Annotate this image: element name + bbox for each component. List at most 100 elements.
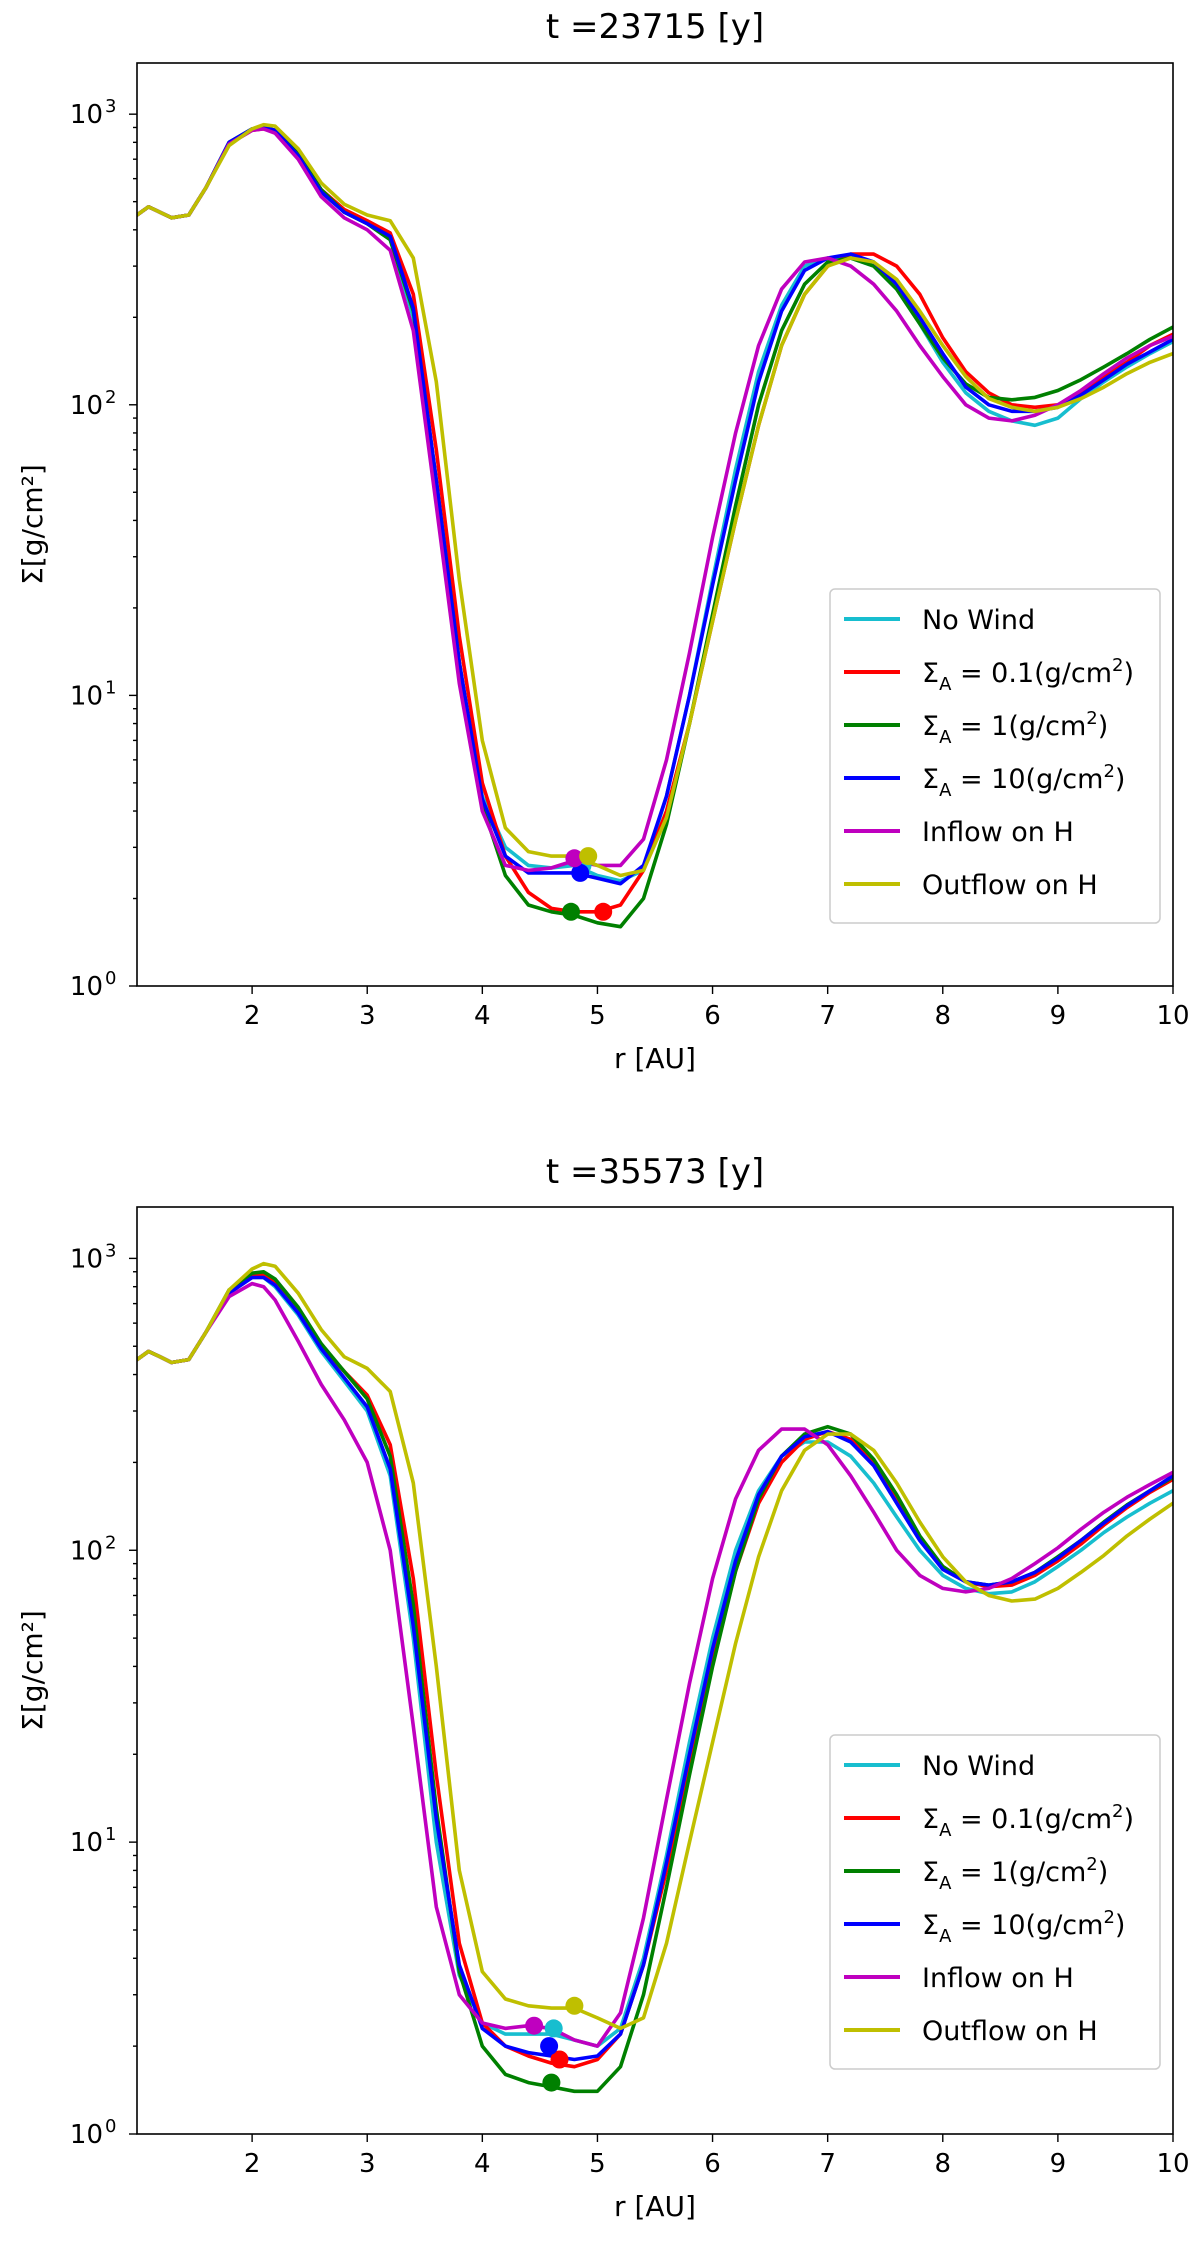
series-line-4 (137, 127, 1173, 873)
series-marker-2 (562, 902, 580, 921)
x-tick-label: 9 (1050, 1001, 1067, 1031)
legend-item: Inflow on H (844, 1963, 1074, 1994)
legend-label-text: = 0.1(g/cm (951, 658, 1112, 689)
y-tick-exponent: 1 (105, 677, 116, 698)
x-axis-label: r [AU] (614, 2190, 696, 2223)
legend-box (829, 1734, 1161, 2070)
legend-label-subscript: A (939, 780, 952, 801)
x-tick-label: 2 (244, 2149, 261, 2179)
legend-label-subscript: A (939, 1873, 952, 1894)
legend-item: Outflow on H (844, 2016, 1098, 2047)
legend-label-close: ) (1124, 1804, 1135, 1835)
y-tick-exponent: 0 (105, 2116, 116, 2137)
x-tick-label: 2 (244, 1001, 261, 1031)
legend-label-text: = 1(g/cm (951, 1857, 1086, 1888)
legend-label: Outflow on H (922, 2016, 1098, 2047)
y-axis-label: Σ[g/cm²] (16, 1610, 49, 1731)
series-marker-2 (542, 2073, 561, 2092)
legend-label-subscript: A (939, 727, 952, 748)
x-tick-label: 9 (1050, 2149, 1067, 2179)
chart-title: t =35573 [y] (546, 1152, 764, 1192)
x-tick-label: 8 (935, 1001, 952, 1031)
legend-label-text: = 10(g/cm (951, 764, 1103, 795)
y-tick-exponent: 3 (105, 1240, 116, 1261)
y-tick-label: 10 (70, 1244, 103, 1274)
y-axis-label: Σ[g/cm²] (16, 464, 49, 585)
y-tick-label: 10 (70, 972, 103, 1002)
legend-label: Inflow on H (922, 1963, 1074, 1994)
x-tick-label: 7 (819, 1001, 836, 1031)
y-tick-label: 10 (70, 2120, 103, 2150)
legend-label-superscript: 2 (1112, 655, 1123, 676)
x-tick-label: 5 (589, 1001, 606, 1031)
x-tick-label: 4 (474, 1001, 491, 1031)
y-tick-label: 10 (70, 391, 103, 421)
x-tick-label: 4 (474, 2149, 491, 2179)
series-marker-5 (579, 847, 598, 866)
legend-label-subscript: A (939, 1820, 952, 1841)
legend-label-main: Σ (922, 1857, 939, 1888)
legend-item: Inflow on H (844, 817, 1074, 848)
legend-item: ΣA = 1(g/cm2) (844, 1854, 1108, 1894)
legend-item: No Wind (844, 1751, 1035, 1782)
legend-label-main: Σ (922, 764, 939, 795)
series-line-3 (137, 1275, 1173, 2062)
legend-label-close: ) (1098, 1857, 1109, 1888)
series-line-5 (137, 122, 1173, 878)
legend-item: ΣA = 10(g/cm2) (844, 761, 1125, 801)
y-tick-exponent: 2 (105, 387, 116, 408)
legend-label-superscript: 2 (1086, 1854, 1097, 1875)
legend-item: ΣA = 0.1(g/cm2) (844, 1801, 1134, 1841)
legend-label-text: = 1(g/cm (951, 711, 1086, 742)
series-marker-4 (525, 2016, 544, 2035)
legend-label-main: Σ (922, 711, 939, 742)
x-tick-label: 5 (589, 2149, 606, 2179)
legend-label-main: Σ (922, 1804, 939, 1835)
legend-label-close: ) (1115, 764, 1126, 795)
legend-label: ΣA = 10(g/cm2) (922, 1907, 1125, 1947)
series-lines (137, 122, 1173, 929)
legend-label: ΣA = 10(g/cm2) (922, 761, 1125, 801)
y-tick-label: 10 (70, 100, 103, 130)
legend-label: No Wind (922, 1751, 1035, 1782)
y-tick-label: 10 (70, 1828, 103, 1858)
y-tick-exponent: 3 (105, 96, 116, 117)
legend-item: ΣA = 10(g/cm2) (844, 1907, 1125, 1947)
legend-label: ΣA = 0.1(g/cm2) (922, 1801, 1134, 1841)
legend-label: ΣA = 1(g/cm2) (922, 708, 1108, 748)
legend-item: ΣA = 1(g/cm2) (844, 708, 1108, 748)
legend-label-text: = 10(g/cm (951, 1910, 1103, 1941)
legend-item: No Wind (844, 605, 1035, 636)
series-lines (137, 1261, 1173, 2094)
legend-label-close: ) (1098, 711, 1109, 742)
legend-label: ΣA = 0.1(g/cm2) (922, 655, 1134, 695)
series-marker-1 (594, 902, 613, 921)
legend-label-main: Σ (922, 1910, 939, 1941)
y-tick-exponent: 0 (105, 968, 116, 989)
series-marker-4 (565, 849, 584, 868)
legend-label-subscript: A (939, 674, 952, 695)
x-tick-label: 3 (359, 2149, 376, 2179)
y-tick-label: 10 (70, 681, 103, 711)
legend-label-superscript: 2 (1086, 708, 1097, 729)
chart-title: t =23715 [y] (546, 7, 764, 47)
legend-label-close: ) (1124, 658, 1135, 689)
legend-item: ΣA = 0.1(g/cm2) (844, 655, 1134, 695)
x-tick-label: 3 (359, 1001, 376, 1031)
axes-frame (136, 62, 1174, 987)
x-tick-label: 10 (1156, 2149, 1189, 2179)
y-tick-label: 10 (70, 1536, 103, 1566)
series-marker-1 (550, 2050, 569, 2069)
series-marker-0 (544, 2019, 563, 2038)
legend-label-superscript: 2 (1103, 761, 1114, 782)
series-line-4 (137, 1281, 1173, 2048)
series-marker-3 (540, 2037, 559, 2056)
x-tick-label: 7 (819, 2149, 836, 2179)
legend-label: ΣA = 1(g/cm2) (922, 1854, 1108, 1894)
legend-box (829, 588, 1161, 924)
legend-item: Outflow on H (844, 870, 1098, 901)
